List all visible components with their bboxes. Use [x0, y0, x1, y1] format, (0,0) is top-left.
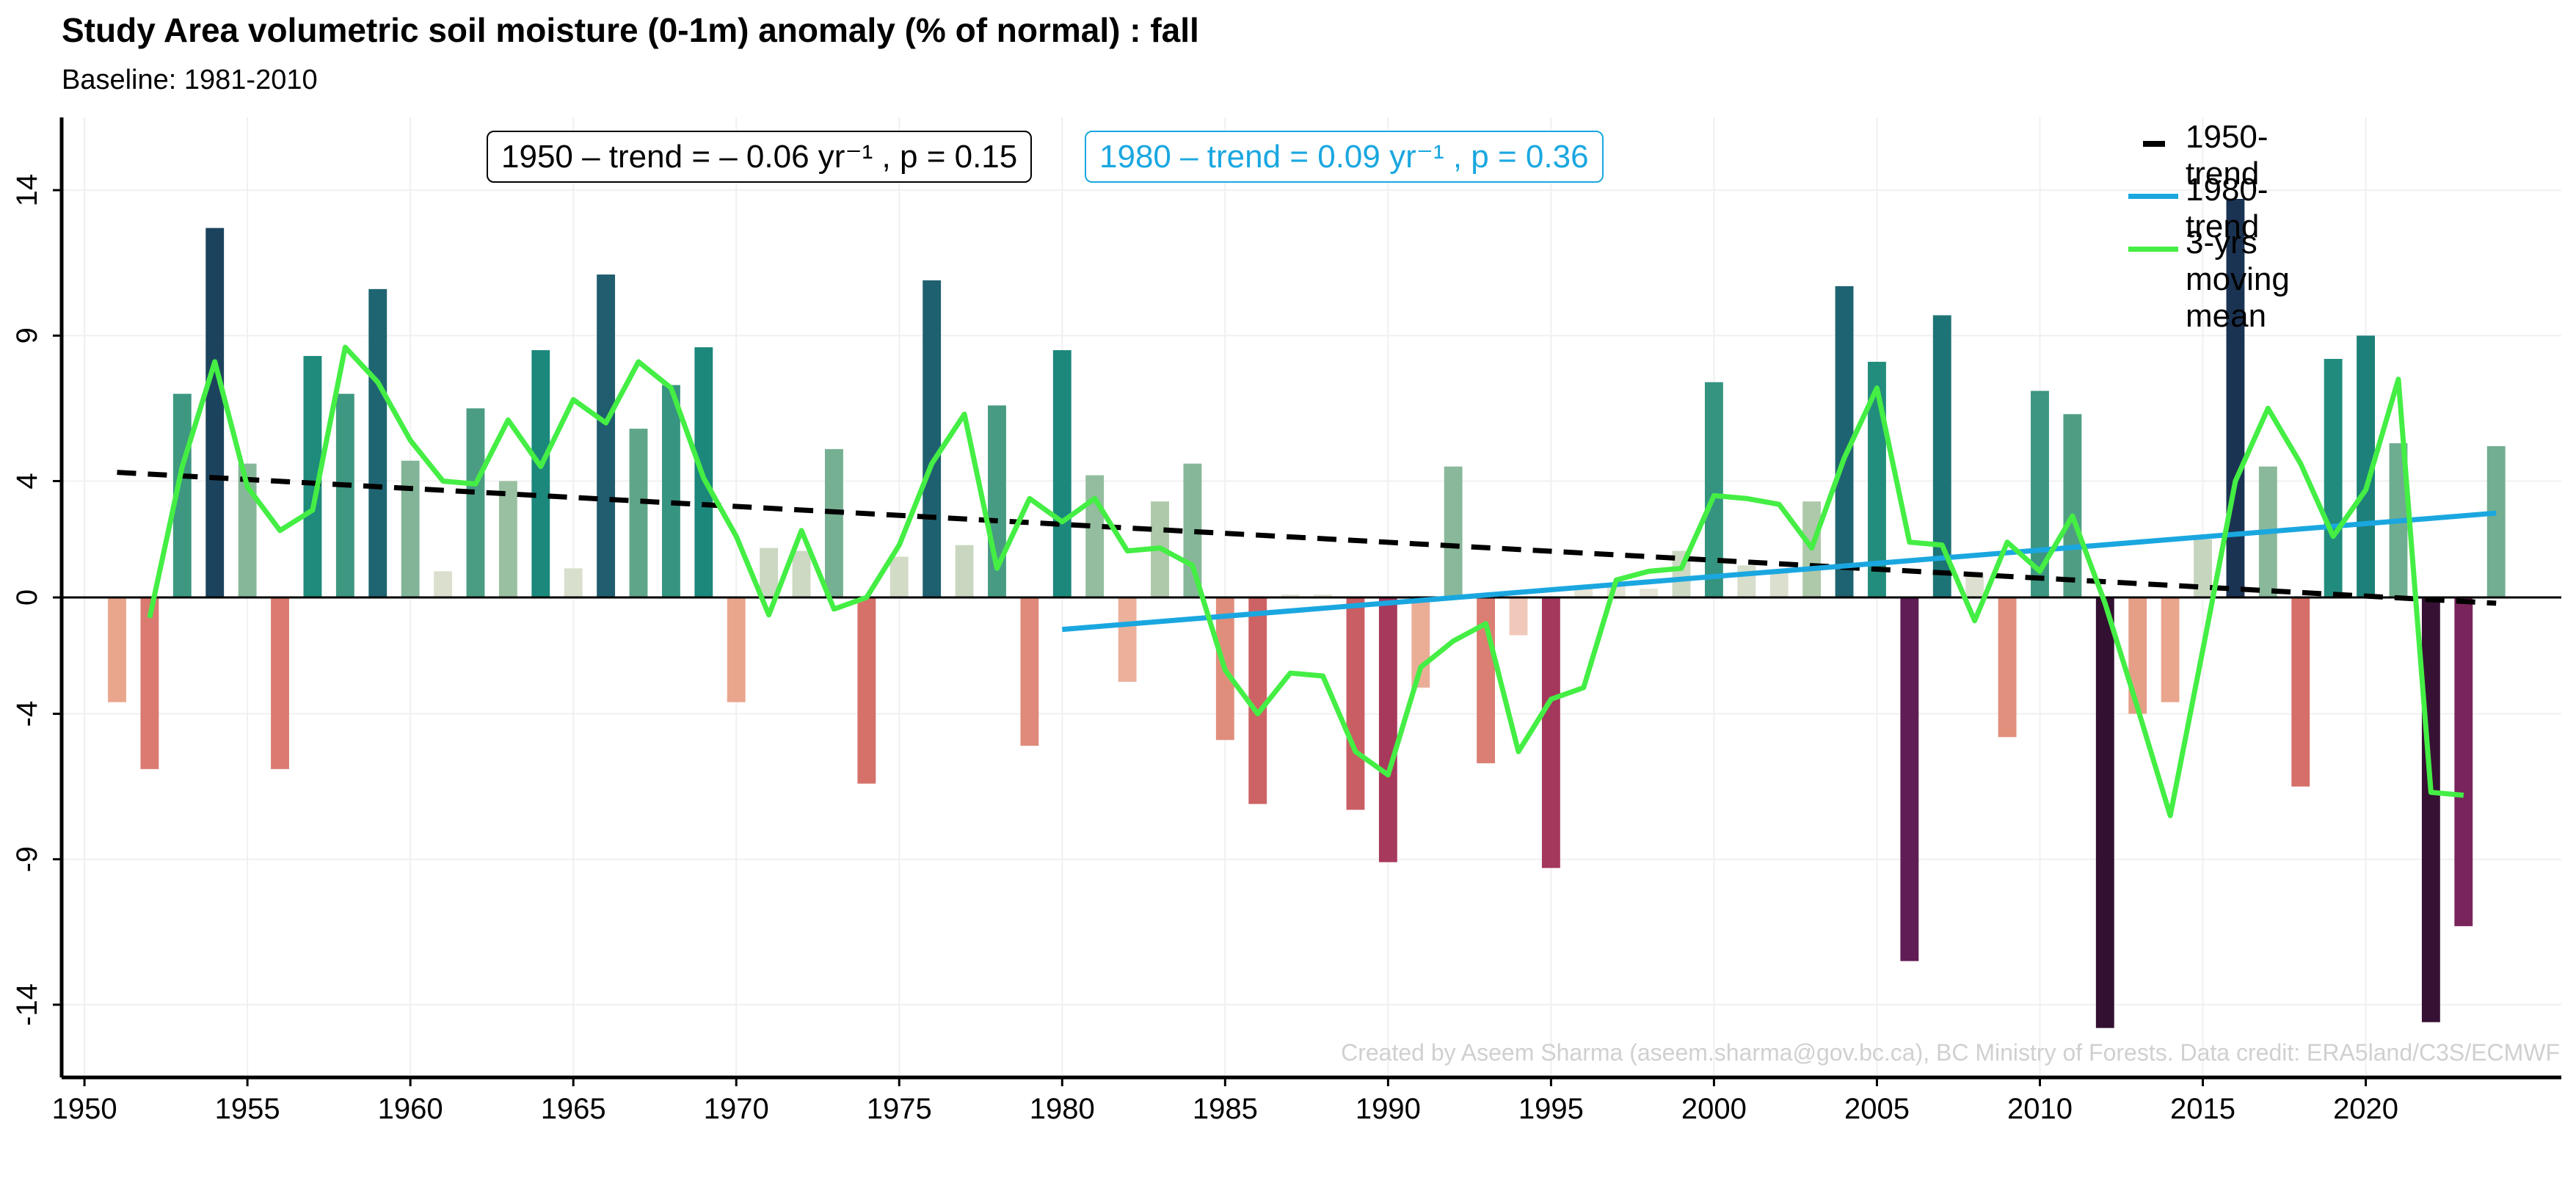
bar-2024: [2486, 446, 2506, 597]
x-tick-label: 1965: [541, 1093, 606, 1125]
bar-1982: [1118, 597, 1137, 682]
bar-1968: [661, 385, 680, 597]
bar-1966: [597, 274, 616, 597]
bar-1975: [889, 556, 909, 597]
legend-label-moving-mean: 3-yrs moving mean: [2186, 225, 2290, 334]
bar-1998: [1640, 589, 1659, 597]
moving-mean-line: [147, 344, 2464, 818]
legend-swatch-1980: [2128, 194, 2178, 199]
bar-2013: [2128, 597, 2147, 714]
bar-1989: [1346, 597, 1365, 810]
x-tick-label: 1950: [52, 1093, 117, 1125]
bar-1980: [1052, 350, 1071, 597]
x-tick-label: 2020: [2333, 1093, 2398, 1125]
trend-1950-annotation: 1950 – trend = – 0.06 yr⁻¹ , p = 0.15: [487, 131, 1033, 183]
bar-2011: [2063, 414, 2082, 597]
x-tick-label: 2000: [1681, 1093, 1747, 1125]
bar-1963: [498, 481, 517, 597]
bar-1990: [1378, 597, 1397, 862]
bar-1952: [140, 597, 159, 769]
bar-1996: [1574, 589, 1593, 597]
bar-1956: [271, 597, 289, 769]
bar-1995: [1541, 597, 1560, 868]
y-tick-label: -14: [11, 983, 43, 1026]
trend-line-1980: [1062, 510, 2497, 633]
bar-1971: [760, 548, 779, 597]
bar-1960: [401, 460, 420, 597]
moving-mean-layer: [147, 344, 2464, 818]
bar-1981: [1085, 475, 1105, 597]
bar-1976: [923, 280, 942, 597]
axes-layer: -14 -9 -4 0 4 9 14 1950 1955 1960 1965 1970 1975 1980…: [11, 117, 2561, 1125]
bar-1959: [368, 288, 388, 597]
bar-1988: [1314, 594, 1332, 597]
bars-layer: [108, 198, 2506, 1028]
x-tick-label: 1990: [1356, 1093, 1421, 1125]
x-tick-label: 1980: [1030, 1093, 1095, 1125]
y-tick-label: 0: [11, 589, 43, 606]
legend-swatch-moving-mean: [2128, 247, 2178, 252]
y-tick-label: 9: [11, 327, 43, 343]
bar-1970: [727, 597, 746, 702]
x-tick-label: 2005: [1844, 1093, 1910, 1125]
bar-1994: [1509, 597, 1528, 636]
bar-1979: [1020, 597, 1039, 746]
x-tick-label: 1985: [1193, 1093, 1258, 1125]
bar-1977: [955, 545, 974, 597]
bar-2002: [1769, 571, 1789, 597]
legend-swatch-1950: [2143, 141, 2165, 147]
bar-1992: [1444, 466, 1463, 597]
bar-1962: [466, 408, 485, 597]
bar-1967: [629, 429, 648, 597]
trend-1980-annotation: 1980 – trend = 0.09 yr⁻¹ , p = 0.36: [1085, 131, 1604, 183]
bar-1987: [1281, 594, 1300, 597]
bar-2023: [2454, 597, 2473, 926]
x-tick-label: 1955: [215, 1093, 280, 1125]
bar-1972: [792, 550, 811, 597]
x-tick-label: 1960: [378, 1093, 443, 1125]
bar-1964: [531, 350, 550, 597]
legend-label-1950: 1950-trend: [2186, 119, 2268, 192]
x-tick-label: 2015: [2170, 1093, 2235, 1125]
y-tick-label: -4: [11, 701, 43, 727]
y-tick-label: 14: [11, 174, 43, 207]
x-tick-label: 1995: [1518, 1093, 1584, 1125]
bar-2006: [1900, 597, 1919, 961]
bar-1958: [335, 393, 354, 597]
bar-2014: [2161, 597, 2180, 702]
bar-2016: [2226, 198, 2245, 597]
bar-2000: [1704, 382, 1723, 597]
bar-2022: [2421, 597, 2440, 1022]
credit-text: Created by Aseem Sharma (aseem.sharma@go…: [1341, 1039, 2560, 1066]
x-tick-label: 1970: [704, 1093, 769, 1125]
bar-2009: [1998, 597, 2017, 738]
y-tick-label: -9: [11, 846, 43, 873]
x-tick-label: 2010: [2007, 1093, 2073, 1125]
bar-2012: [2095, 597, 2114, 1028]
bar-1974: [857, 597, 876, 784]
bar-1965: [564, 568, 583, 597]
bar-2001: [1737, 565, 1756, 597]
bar-2019: [2324, 358, 2343, 597]
legend-label-1980: 1980-trend: [2186, 172, 2268, 244]
bar-1954: [205, 228, 225, 597]
bar-1961: [434, 571, 452, 597]
bar-1951: [108, 597, 126, 702]
bar-1973: [825, 448, 843, 597]
bar-1986: [1248, 597, 1267, 804]
chart-title: Study Area volumetric soil moisture (0-1…: [62, 11, 1199, 49]
y-tick-label: 4: [11, 473, 43, 489]
x-tick-label: 1975: [867, 1093, 932, 1125]
bar-2018: [2291, 597, 2310, 787]
chart-subtitle: Baseline: 1981-2010: [62, 65, 318, 95]
bar-2008: [1965, 574, 1984, 597]
